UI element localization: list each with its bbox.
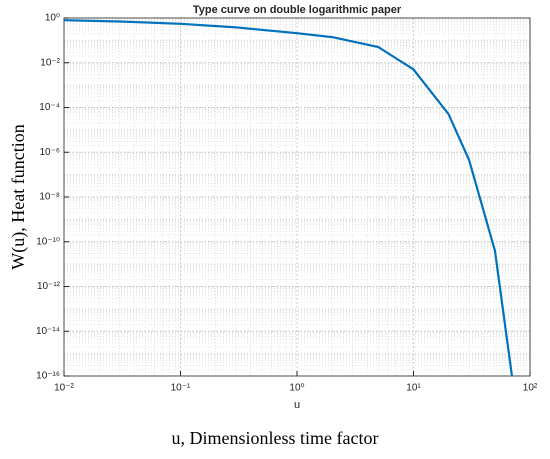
x-tick-label: 10⁰ — [289, 383, 304, 394]
caption: u, Dimensionless time factor — [172, 428, 379, 448]
chart-title: Type curve on double logarithmic paper — [193, 4, 402, 16]
x-tick-label: 10⁻² — [54, 383, 74, 394]
x-axis-label: u — [294, 399, 300, 411]
series-line — [63, 19, 514, 377]
y-tick-label: 10⁻² — [40, 57, 60, 68]
y-tick-label: 10⁰ — [45, 13, 60, 24]
x-tick-label: 10¹ — [406, 383, 421, 394]
y-tick-label: 10⁻⁶ — [39, 147, 60, 158]
y-tick-label: 10⁻¹⁶ — [36, 371, 60, 382]
y-tick-label: 10⁻⁴ — [39, 102, 60, 113]
y-tick-label: 10⁻¹⁰ — [36, 236, 60, 247]
y-tick-label: 10⁻¹⁴ — [36, 326, 60, 337]
y-tick-label: 10⁻⁸ — [39, 192, 60, 203]
y-tick-label: 10⁻¹² — [37, 281, 61, 292]
x-tick-label: 10² — [523, 383, 538, 394]
axes-box — [63, 17, 531, 377]
y-axis-label: W(u), Heat function — [8, 124, 29, 269]
x-tick-label: 10⁻¹ — [171, 383, 191, 394]
